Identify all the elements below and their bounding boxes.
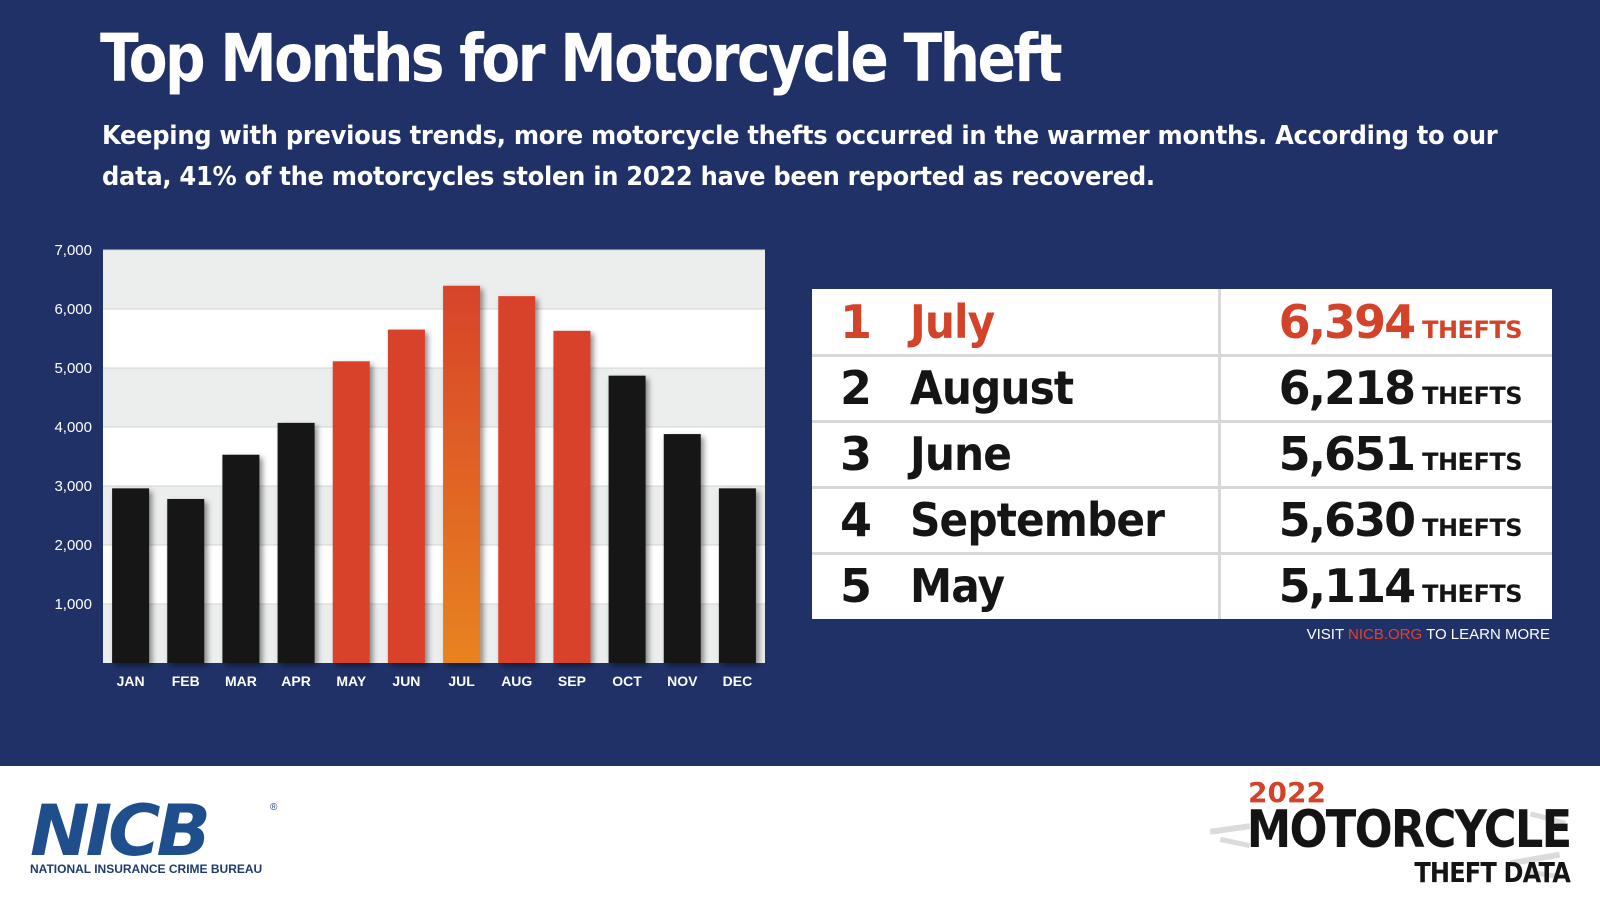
brand-subtitle: THEFT DATA — [1414, 856, 1570, 889]
rank-month: August — [910, 361, 1074, 415]
x-tick-label: MAY — [336, 673, 366, 689]
plot-band — [103, 309, 765, 368]
rank-month: September — [910, 493, 1165, 547]
bar-oct — [608, 375, 646, 663]
table-row: 1 July 6,394 THEFTS — [812, 289, 1552, 357]
bar-aug — [498, 296, 536, 663]
nicb-logo-subtitle: NATIONAL INSURANCE CRIME BUREAU — [30, 862, 263, 876]
rank-unit: THEFTS — [1422, 382, 1522, 410]
y-tick-label: 1,000 — [54, 596, 92, 613]
visit-prefix: VISIT — [1306, 626, 1348, 643]
rank-month: May — [910, 559, 1005, 613]
bar-nov — [663, 434, 701, 663]
monthly-theft-bar-chart: 1,000 2,000 3,000 4,000 5,000 6,000 7,000 JAN FE… — [54, 242, 765, 689]
bar-apr — [277, 422, 315, 663]
plot-band — [103, 545, 765, 604]
plot-band — [103, 486, 765, 545]
x-tick-label: JAN — [117, 673, 145, 689]
bar-mar — [222, 454, 260, 663]
bar-jun — [387, 329, 425, 663]
bar-jan — [112, 488, 150, 663]
subtitle-line-2: data, 41% of the motorcycles stolen in 2… — [102, 162, 1155, 192]
x-tick-label: JUL — [448, 673, 475, 689]
rank-month: June — [910, 427, 1012, 481]
nicb-logo-wordmark: NICB — [30, 790, 211, 872]
x-tick-label: OCT — [612, 673, 642, 689]
table-row: 5 May 5,114 THEFTS — [812, 553, 1552, 619]
brand-year: 2022 — [1248, 776, 1326, 809]
motorcycle-theft-data-brand: 2022 MOTORCYCLE THEFT DATA — [1210, 776, 1572, 896]
x-tick-label: SEP — [558, 673, 586, 689]
bar-sep — [553, 330, 591, 663]
rank-number: 2 — [840, 361, 872, 415]
x-tick-label: DEC — [723, 673, 753, 689]
rank-value: 5,651 — [1278, 427, 1417, 481]
nicb-link[interactable]: NICB.ORG — [1348, 626, 1423, 643]
x-tick-label: MAR — [225, 673, 257, 689]
row-divider — [812, 354, 1552, 357]
rank-unit: THEFTS — [1422, 448, 1522, 476]
tire-tread-icon — [1210, 811, 1566, 880]
brand-title: MOTORCYCLE — [1246, 800, 1571, 860]
x-tick-label: APR — [281, 673, 311, 689]
y-tick-label: 6,000 — [54, 301, 92, 318]
page-title: Top Months for Motorcycle Theft — [100, 20, 1063, 97]
table-row: 2 August 6,218 THEFTS — [812, 355, 1552, 423]
row-divider — [812, 552, 1552, 555]
page-subtitle: Keeping with previous trends, more motor… — [102, 116, 1502, 198]
y-tick-label: 2,000 — [54, 537, 92, 554]
plot-band — [103, 427, 765, 486]
table-column-divider — [1218, 289, 1221, 619]
x-tick-label: JUN — [392, 673, 420, 689]
plot-band — [103, 368, 765, 427]
bar-jul — [443, 285, 481, 663]
row-divider — [812, 486, 1552, 489]
y-tick-label: 4,000 — [54, 419, 92, 436]
x-tick-label: FEB — [172, 673, 200, 689]
plot-band — [103, 250, 765, 309]
top-months-table: 1 July 6,394 THEFTS 2 August 6,218 THEFTS … — [812, 289, 1552, 619]
bar-may — [332, 361, 370, 663]
registered-mark: ® — [270, 802, 278, 813]
bar-feb — [167, 498, 205, 663]
bar-dec — [718, 488, 756, 663]
x-tick-label: NOV — [667, 673, 698, 689]
rank-value: 5,114 — [1278, 559, 1417, 613]
visit-note: VISIT NICB.ORG TO LEARN MORE — [1307, 626, 1550, 643]
rank-number: 4 — [840, 493, 872, 547]
rank-unit: THEFTS — [1422, 514, 1522, 542]
rank-number: 1 — [840, 295, 872, 349]
table-row: 4 September 5,630 THEFTS — [812, 487, 1552, 555]
row-divider — [812, 420, 1552, 423]
rank-unit: THEFTS — [1422, 316, 1522, 344]
visit-suffix: TO LEARN MORE — [1422, 626, 1550, 643]
rank-number: 5 — [840, 559, 872, 613]
table-row: 3 June 5,651 THEFTS — [812, 421, 1552, 489]
rank-month: July — [910, 295, 995, 349]
rank-value: 5,630 — [1278, 493, 1417, 547]
rank-number: 3 — [840, 427, 872, 481]
y-tick-label: 3,000 — [54, 478, 92, 495]
rank-unit: THEFTS — [1422, 580, 1522, 608]
rank-value: 6,394 — [1278, 295, 1417, 349]
rank-value: 6,218 — [1278, 361, 1417, 415]
y-tick-label: 7,000 — [54, 242, 92, 259]
plot-band — [103, 604, 765, 663]
x-tick-label: AUG — [501, 673, 532, 689]
subtitle-line-1: Keeping with previous trends, more motor… — [102, 121, 1498, 151]
y-tick-label: 5,000 — [54, 360, 92, 377]
